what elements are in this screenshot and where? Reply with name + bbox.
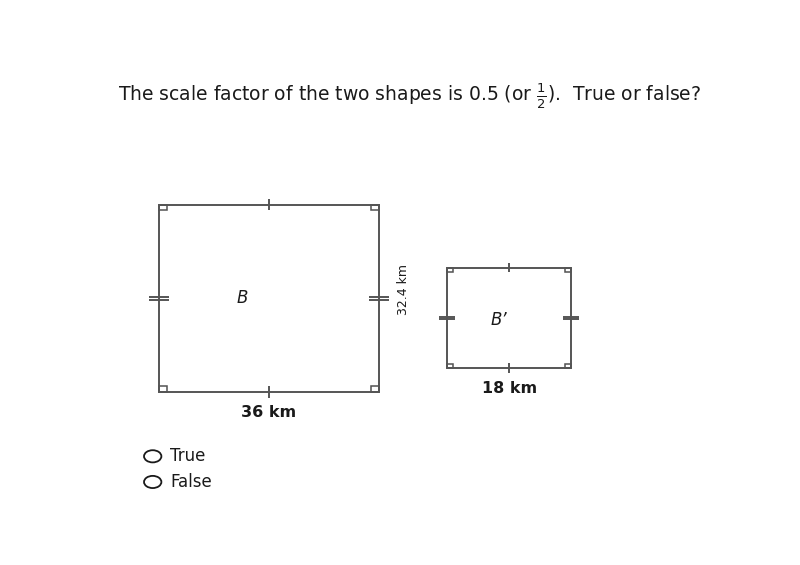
Bar: [447, 268, 454, 272]
Bar: [371, 205, 379, 211]
Text: The scale factor of the two shapes is 0.5 (or $\frac{1}{2}$).  True or false?: The scale factor of the two shapes is 0.…: [118, 81, 702, 111]
Bar: [371, 386, 379, 392]
Bar: [447, 364, 454, 368]
Text: False: False: [170, 473, 212, 491]
Text: 32.4 km: 32.4 km: [398, 263, 410, 315]
Text: B’: B’: [491, 311, 507, 329]
Bar: [447, 268, 571, 368]
Text: 18 km: 18 km: [482, 381, 537, 397]
Bar: [159, 205, 379, 392]
Bar: [565, 364, 571, 368]
Bar: [159, 386, 167, 392]
Text: B: B: [237, 289, 248, 307]
Text: True: True: [170, 447, 206, 466]
Bar: [159, 205, 167, 211]
Bar: [565, 268, 571, 272]
Text: 36 km: 36 km: [242, 405, 297, 420]
